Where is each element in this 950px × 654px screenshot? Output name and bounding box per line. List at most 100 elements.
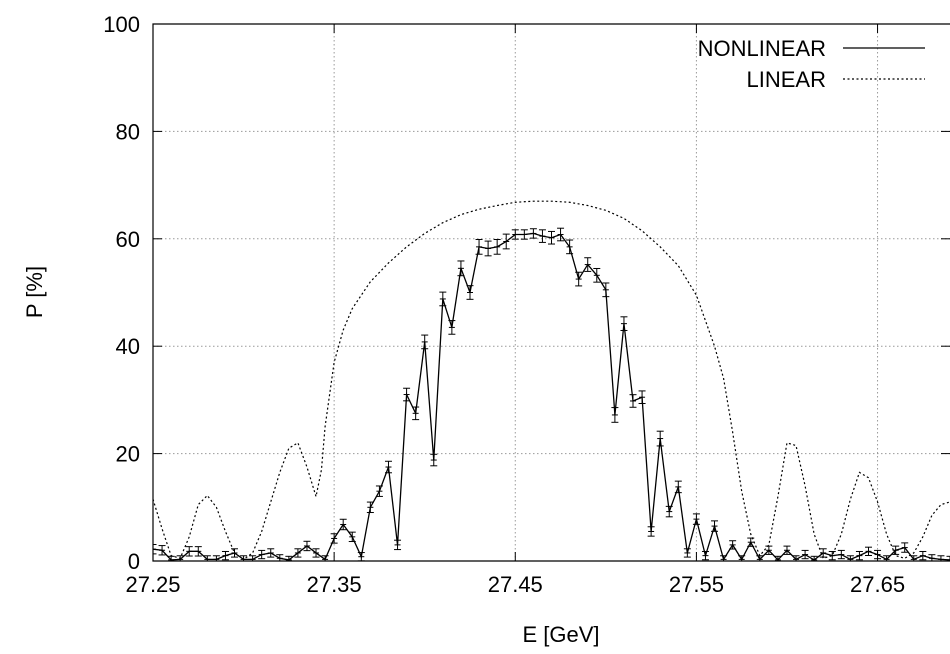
data-point: [711, 520, 719, 532]
data-point: [928, 554, 936, 561]
x-tick-label: 27.25: [125, 572, 180, 597]
data-point: [339, 518, 347, 531]
data-point: [747, 537, 755, 547]
data-point: [267, 548, 275, 558]
data-point: [765, 545, 773, 555]
data-point: [566, 239, 574, 255]
data-point: [403, 387, 411, 402]
data-point: [384, 460, 392, 474]
y-tick-label: 40: [116, 334, 140, 359]
data-point: [602, 282, 610, 298]
y-tick-label: 0: [128, 549, 140, 574]
data-point: [394, 539, 402, 551]
y-tick-label: 100: [103, 12, 140, 37]
data-point: [294, 548, 302, 558]
legend-entry-linear: LINEAR: [747, 67, 925, 92]
data-point: [720, 555, 728, 561]
data-point: [511, 229, 519, 240]
data-point: [520, 229, 528, 240]
data-point: [466, 285, 474, 300]
x-tick-label: 27.55: [669, 572, 724, 597]
data-point: [321, 555, 329, 561]
data-point: [919, 550, 927, 561]
data-point: [185, 546, 193, 557]
data-point: [457, 260, 465, 277]
data-point: [502, 233, 510, 250]
x-tick-label: 27.65: [850, 572, 905, 597]
y-tick-label: 80: [116, 119, 140, 144]
legend: NONLINEAR LINEAR: [698, 36, 925, 92]
data-point: [221, 550, 229, 561]
data-point: [421, 334, 429, 350]
data-point: [611, 407, 619, 423]
data-point: [548, 230, 555, 245]
data-point: [357, 552, 365, 561]
data-point: [674, 480, 682, 494]
data-point: [738, 555, 746, 561]
x-axis-ticks: 27.25 27.35 27.45 27.55 27.65: [125, 24, 905, 597]
data-point: [448, 320, 456, 335]
data-point: [783, 545, 791, 555]
data-point: [439, 291, 447, 307]
data-point: [665, 505, 673, 518]
data-point: [258, 549, 266, 560]
data-point: [629, 394, 637, 408]
data-point: [529, 228, 537, 239]
data-point: [412, 406, 420, 421]
x-axis-label: E [GeV]: [522, 622, 599, 647]
y-tick-label: 20: [116, 442, 140, 467]
series-line: [153, 200, 950, 561]
data-point: [584, 257, 592, 272]
data-point: [575, 271, 583, 287]
data-point: [792, 555, 800, 561]
data-point: [883, 555, 891, 561]
y-tick-label: 60: [116, 227, 140, 252]
y-axis-ticks: 0 20 40 60 80 100: [103, 12, 950, 574]
x-tick-label: 27.45: [488, 572, 543, 597]
data-point: [828, 550, 836, 561]
data-point: [638, 390, 646, 405]
data-point: [212, 555, 220, 561]
data-point: [430, 453, 438, 467]
data-point: [647, 526, 655, 537]
data-point: [348, 531, 356, 543]
legend-entry-nonlinear: NONLINEAR: [698, 36, 925, 61]
legend-label: LINEAR: [747, 67, 826, 92]
data-series: [153, 200, 950, 561]
data-point: [620, 316, 628, 331]
axes-frame: [152, 23, 950, 562]
data-point: [937, 555, 945, 561]
data-point: [901, 542, 909, 553]
data-point: [774, 555, 782, 561]
data-point: [874, 549, 882, 560]
data-point: [801, 549, 809, 560]
data-point: [855, 550, 863, 561]
data-point: [557, 227, 565, 242]
data-point: [656, 430, 664, 447]
data-point: [864, 546, 872, 556]
series-linear: [153, 200, 950, 561]
data-point: [892, 545, 900, 555]
data-point: [330, 533, 338, 544]
grid-lines: [153, 24, 950, 561]
data-point: [692, 513, 700, 525]
data-point: [683, 548, 691, 558]
data-point: [484, 240, 492, 257]
data-point: [538, 229, 546, 243]
data-point: [837, 549, 845, 560]
data-point: [153, 544, 157, 555]
data-point: [810, 555, 818, 561]
data-point: [158, 545, 166, 556]
data-point: [910, 555, 918, 561]
data-point: [493, 238, 501, 255]
data-point: [194, 546, 202, 557]
data-point: [249, 555, 257, 561]
y-axis-label: P [%]: [22, 266, 47, 318]
plot-frame: [152, 23, 950, 562]
data-point: [846, 555, 854, 561]
data-point: [276, 554, 284, 561]
data-point: [475, 238, 483, 255]
data-point: [366, 501, 374, 514]
data-point: [701, 550, 709, 561]
